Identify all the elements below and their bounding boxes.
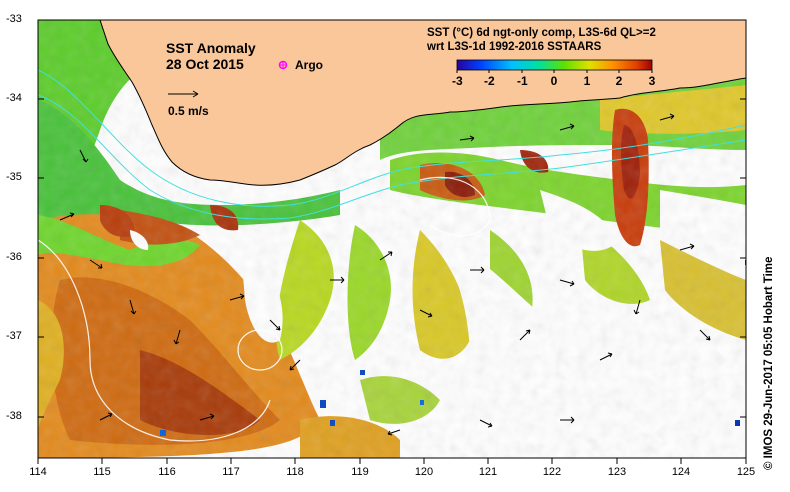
colorbar-title-1: SST (°C) 6d ngt-only comp, L3S-6d QL>=2 [427, 27, 656, 39]
argo-legend-label: Argo [295, 58, 323, 72]
vector-scale-label: 0.5 m/s [168, 104, 209, 118]
lon-tick-label: 125 [736, 466, 756, 478]
map-date: 28 Oct 2015 [166, 56, 244, 72]
lon-tick-label: 114 [29, 466, 47, 478]
vector-scale-arrow [168, 90, 199, 98]
colorbar-tick-label: -1 [517, 74, 528, 88]
lon-tick-label: 118 [286, 466, 304, 478]
colorbar-tick-label: 0 [550, 74, 558, 88]
map-frame [37, 19, 747, 459]
lat-tick-label: -35 [6, 171, 22, 183]
colorbar-title-2: wrt L3S-1d 1992-2016 SSTAARS [427, 41, 602, 53]
lat-tick-label: -34 [6, 92, 22, 104]
lon-tick-label: 122 [542, 466, 562, 478]
colorbar-ticks [456, 70, 653, 73]
colorbar-tick-label: 1 [583, 74, 591, 88]
lat-tick-marks [38, 19, 746, 418]
sst-contours [38, 176, 491, 442]
colorbar-tick-label: 2 [615, 74, 623, 88]
lat-tick-label: -33 [6, 13, 22, 25]
lon-tick-label: 124 [671, 466, 691, 478]
lon-tick-label: 123 [607, 466, 627, 478]
colorbar-tick-label: -3 [452, 74, 463, 88]
lat-tick-label: -37 [6, 330, 22, 342]
bathymetry-contours [38, 69, 746, 220]
lon-tick-label: 121 [478, 466, 498, 478]
map-title: SST Anomaly [166, 40, 256, 56]
colorbar [456, 59, 653, 71]
lon-tick-marks [37, 458, 747, 464]
lat-tick-label: -36 [6, 251, 22, 263]
imos-credit: © IMOS 29-Jun-2017 05:05 Hobart Time [763, 256, 775, 470]
current-vectors [59, 113, 711, 436]
colorbar-tick-label: 3 [648, 74, 656, 88]
lon-tick-label: 115 [93, 466, 111, 478]
lon-tick-label: 117 [222, 466, 240, 478]
lon-tick-label: 119 [351, 466, 369, 478]
lon-tick-label: 120 [414, 466, 434, 478]
colorbar-tick-label: -2 [484, 74, 495, 88]
lon-tick-label: 116 [158, 466, 176, 478]
argo-marker-icon [278, 60, 288, 70]
lat-tick-label: -38 [6, 410, 22, 422]
